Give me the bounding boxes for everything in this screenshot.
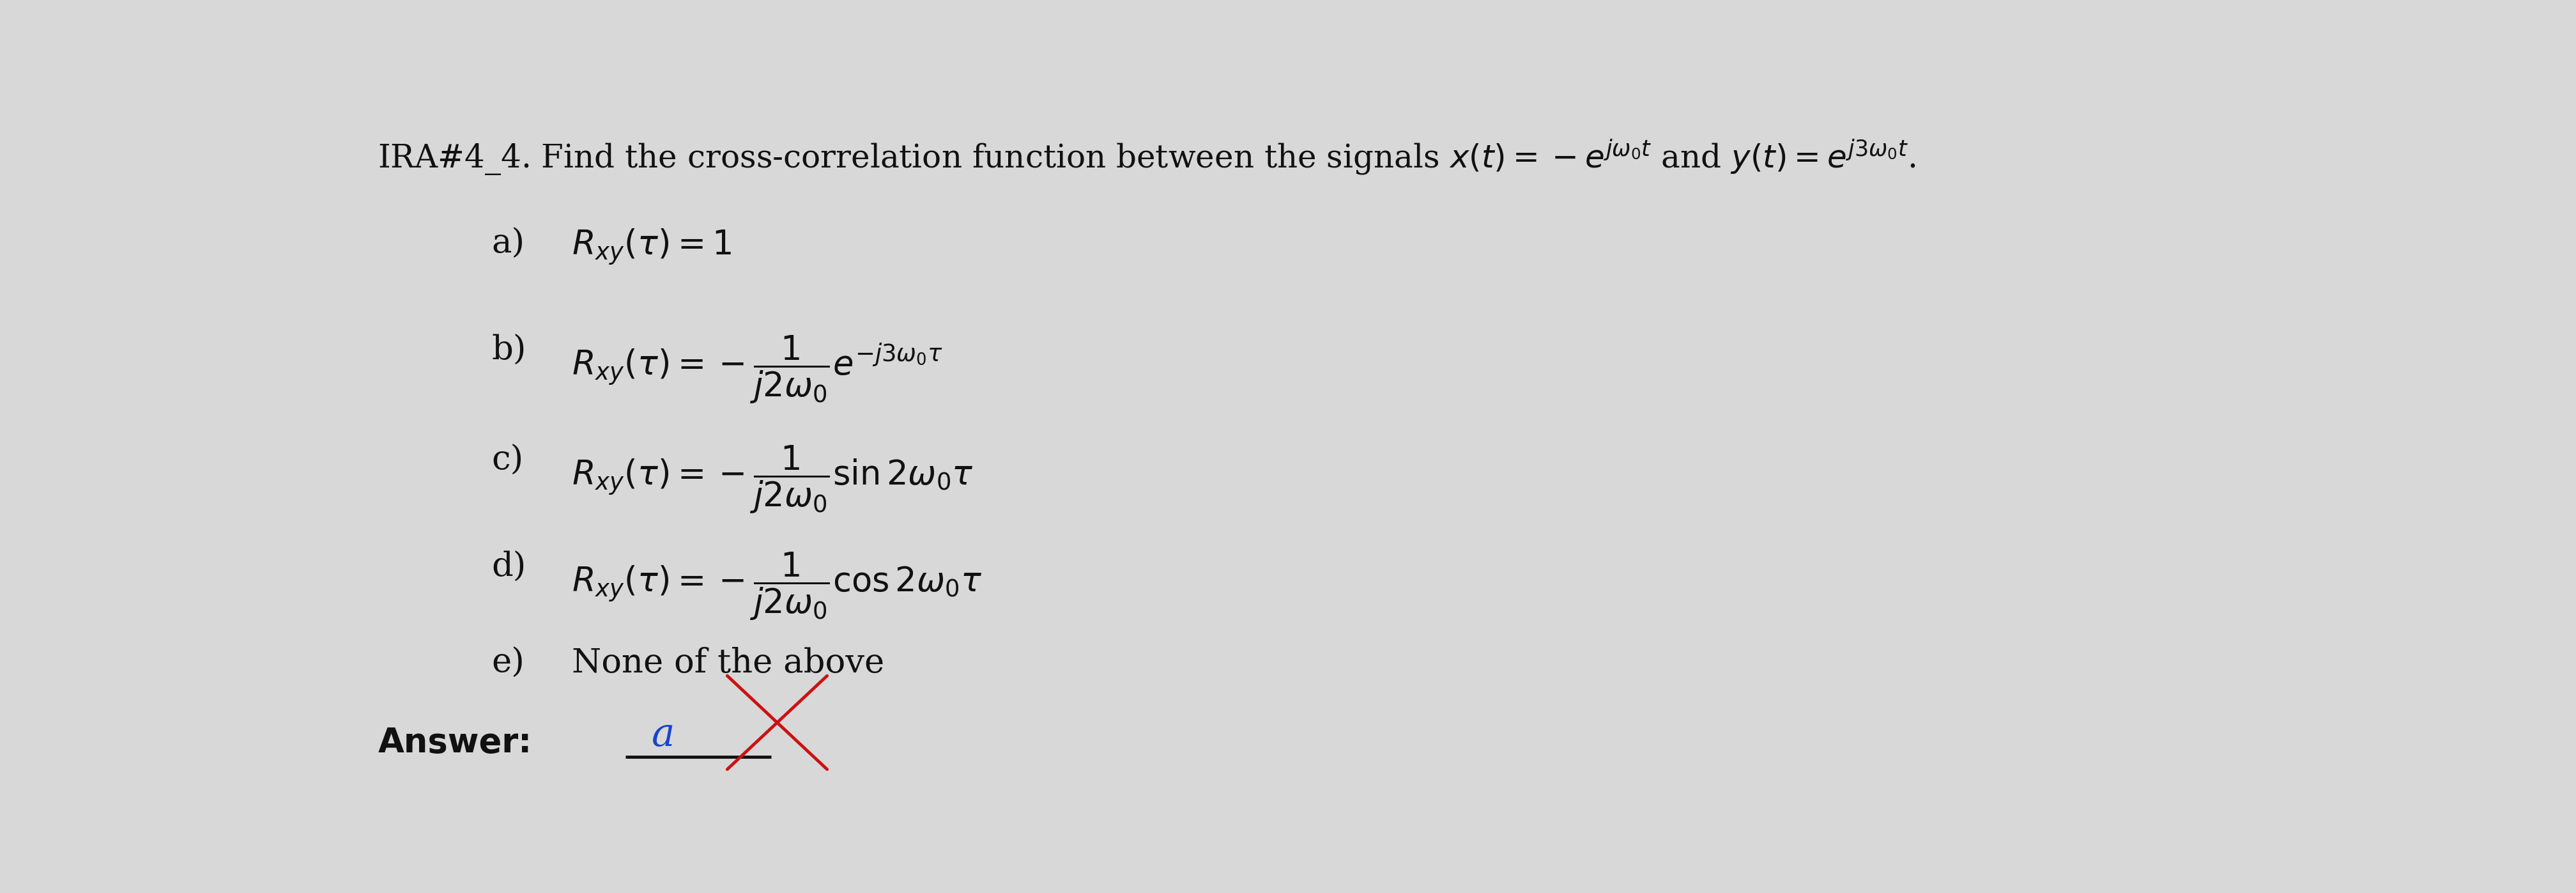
Text: $R_{xy}(\tau) = -\dfrac{1}{j2\omega_0}\cos 2\omega_0\tau$: $R_{xy}(\tau) = -\dfrac{1}{j2\omega_0}\c…: [572, 551, 981, 622]
Text: $R_{xy}(\tau) = -\dfrac{1}{j2\omega_0}\sin 2\omega_0\tau$: $R_{xy}(\tau) = -\dfrac{1}{j2\omega_0}\s…: [572, 444, 974, 515]
Text: a): a): [492, 228, 526, 260]
Text: d): d): [492, 551, 526, 583]
Text: b): b): [492, 334, 526, 367]
Text: Answer:: Answer:: [379, 726, 533, 759]
Text: $R_{xy}(\tau) = 1$: $R_{xy}(\tau) = 1$: [572, 228, 732, 267]
Text: c): c): [492, 444, 523, 477]
Text: a: a: [652, 715, 675, 754]
Text: IRA#4_4. Find the cross-correlation function between the signals $x(t) = -e^{j\o: IRA#4_4. Find the cross-correlation func…: [379, 138, 1917, 178]
Text: e): e): [492, 647, 526, 680]
Text: None of the above: None of the above: [572, 647, 884, 680]
Text: $R_{xy}(\tau) = -\dfrac{1}{j2\omega_0}e^{-j3\omega_0\tau}$: $R_{xy}(\tau) = -\dfrac{1}{j2\omega_0}e^…: [572, 334, 943, 405]
